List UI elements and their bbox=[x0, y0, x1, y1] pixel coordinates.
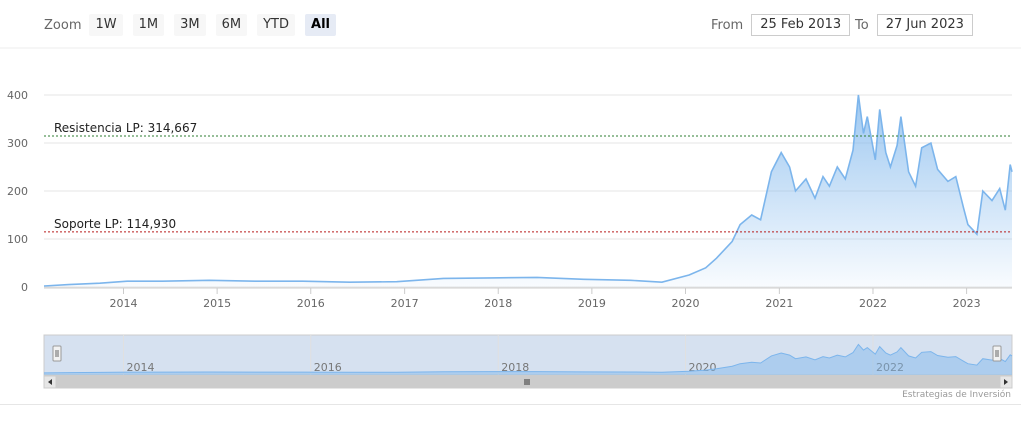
bottom-divider bbox=[0, 404, 1021, 405]
x-tick-label: 2016 bbox=[297, 297, 325, 310]
navigator-left-handle[interactable] bbox=[52, 345, 62, 362]
y-tick-label: 0 bbox=[21, 281, 28, 294]
y-tick-label: 300 bbox=[7, 137, 28, 150]
x-tick-label: 2023 bbox=[953, 297, 981, 310]
x-tick-label: 2020 bbox=[671, 297, 699, 310]
navigator-line bbox=[43, 343, 1013, 374]
zoom-bar: Zoom 1W 1M 3M 6M YTD All bbox=[44, 13, 346, 37]
y-tick-label: 400 bbox=[7, 89, 28, 102]
x-tick-label: 2018 bbox=[484, 297, 512, 310]
annotation-label-0: Resistencia LP: 314,667 bbox=[54, 121, 197, 135]
annotation-label-1: Soporte LP: 114,930 bbox=[54, 217, 176, 231]
x-tick-label: 2019 bbox=[578, 297, 606, 310]
to-date-input[interactable]: 27 Jun 2023 bbox=[876, 14, 973, 36]
zoom-button-ytd[interactable]: YTD bbox=[257, 14, 296, 36]
from-date-input[interactable]: 25 Feb 2013 bbox=[751, 14, 851, 36]
date-range-from: From 25 Feb 2013 bbox=[711, 13, 851, 37]
credits: Estrategias de Inversión bbox=[902, 390, 1011, 400]
x-tick-label: 2022 bbox=[859, 297, 887, 310]
zoom-button-1m[interactable]: 1M bbox=[132, 14, 165, 36]
x-tick-label: 2017 bbox=[391, 297, 419, 310]
scrollbar-thumb[interactable] bbox=[55, 375, 1001, 389]
x-tick-label: 2014 bbox=[110, 297, 138, 310]
x-tick-label: 2021 bbox=[765, 297, 793, 310]
zoom-button-1w[interactable]: 1W bbox=[89, 14, 123, 36]
x-tick-label: 2015 bbox=[203, 297, 231, 310]
navigator-right-handle[interactable] bbox=[992, 345, 1002, 362]
date-range-to: To 27 Jun 2023 bbox=[855, 13, 973, 37]
series-area bbox=[44, 95, 1012, 287]
to-label: To bbox=[855, 17, 869, 33]
navigator-tick-label: 2016 bbox=[314, 361, 342, 374]
zoom-label: Zoom bbox=[44, 17, 82, 33]
series-line bbox=[43, 94, 1013, 287]
navigator-tick-label: 2014 bbox=[127, 361, 155, 374]
zoom-button-3m[interactable]: 3M bbox=[174, 14, 206, 36]
scroll-right-arrow-icon bbox=[1004, 379, 1008, 385]
navigator-tick-label: 2018 bbox=[501, 361, 529, 374]
zoom-button-all[interactable]: All bbox=[305, 14, 336, 36]
y-tick-label: 200 bbox=[7, 185, 28, 198]
from-label: From bbox=[711, 17, 744, 33]
scroll-left-arrow-icon bbox=[48, 379, 52, 385]
zoom-button-6m[interactable]: 6M bbox=[215, 14, 248, 36]
y-tick-label: 100 bbox=[7, 233, 28, 246]
navigator-mask bbox=[43, 334, 1013, 376]
navigator-tick-label: 2022 bbox=[876, 361, 904, 374]
navigator-area bbox=[44, 344, 1012, 375]
